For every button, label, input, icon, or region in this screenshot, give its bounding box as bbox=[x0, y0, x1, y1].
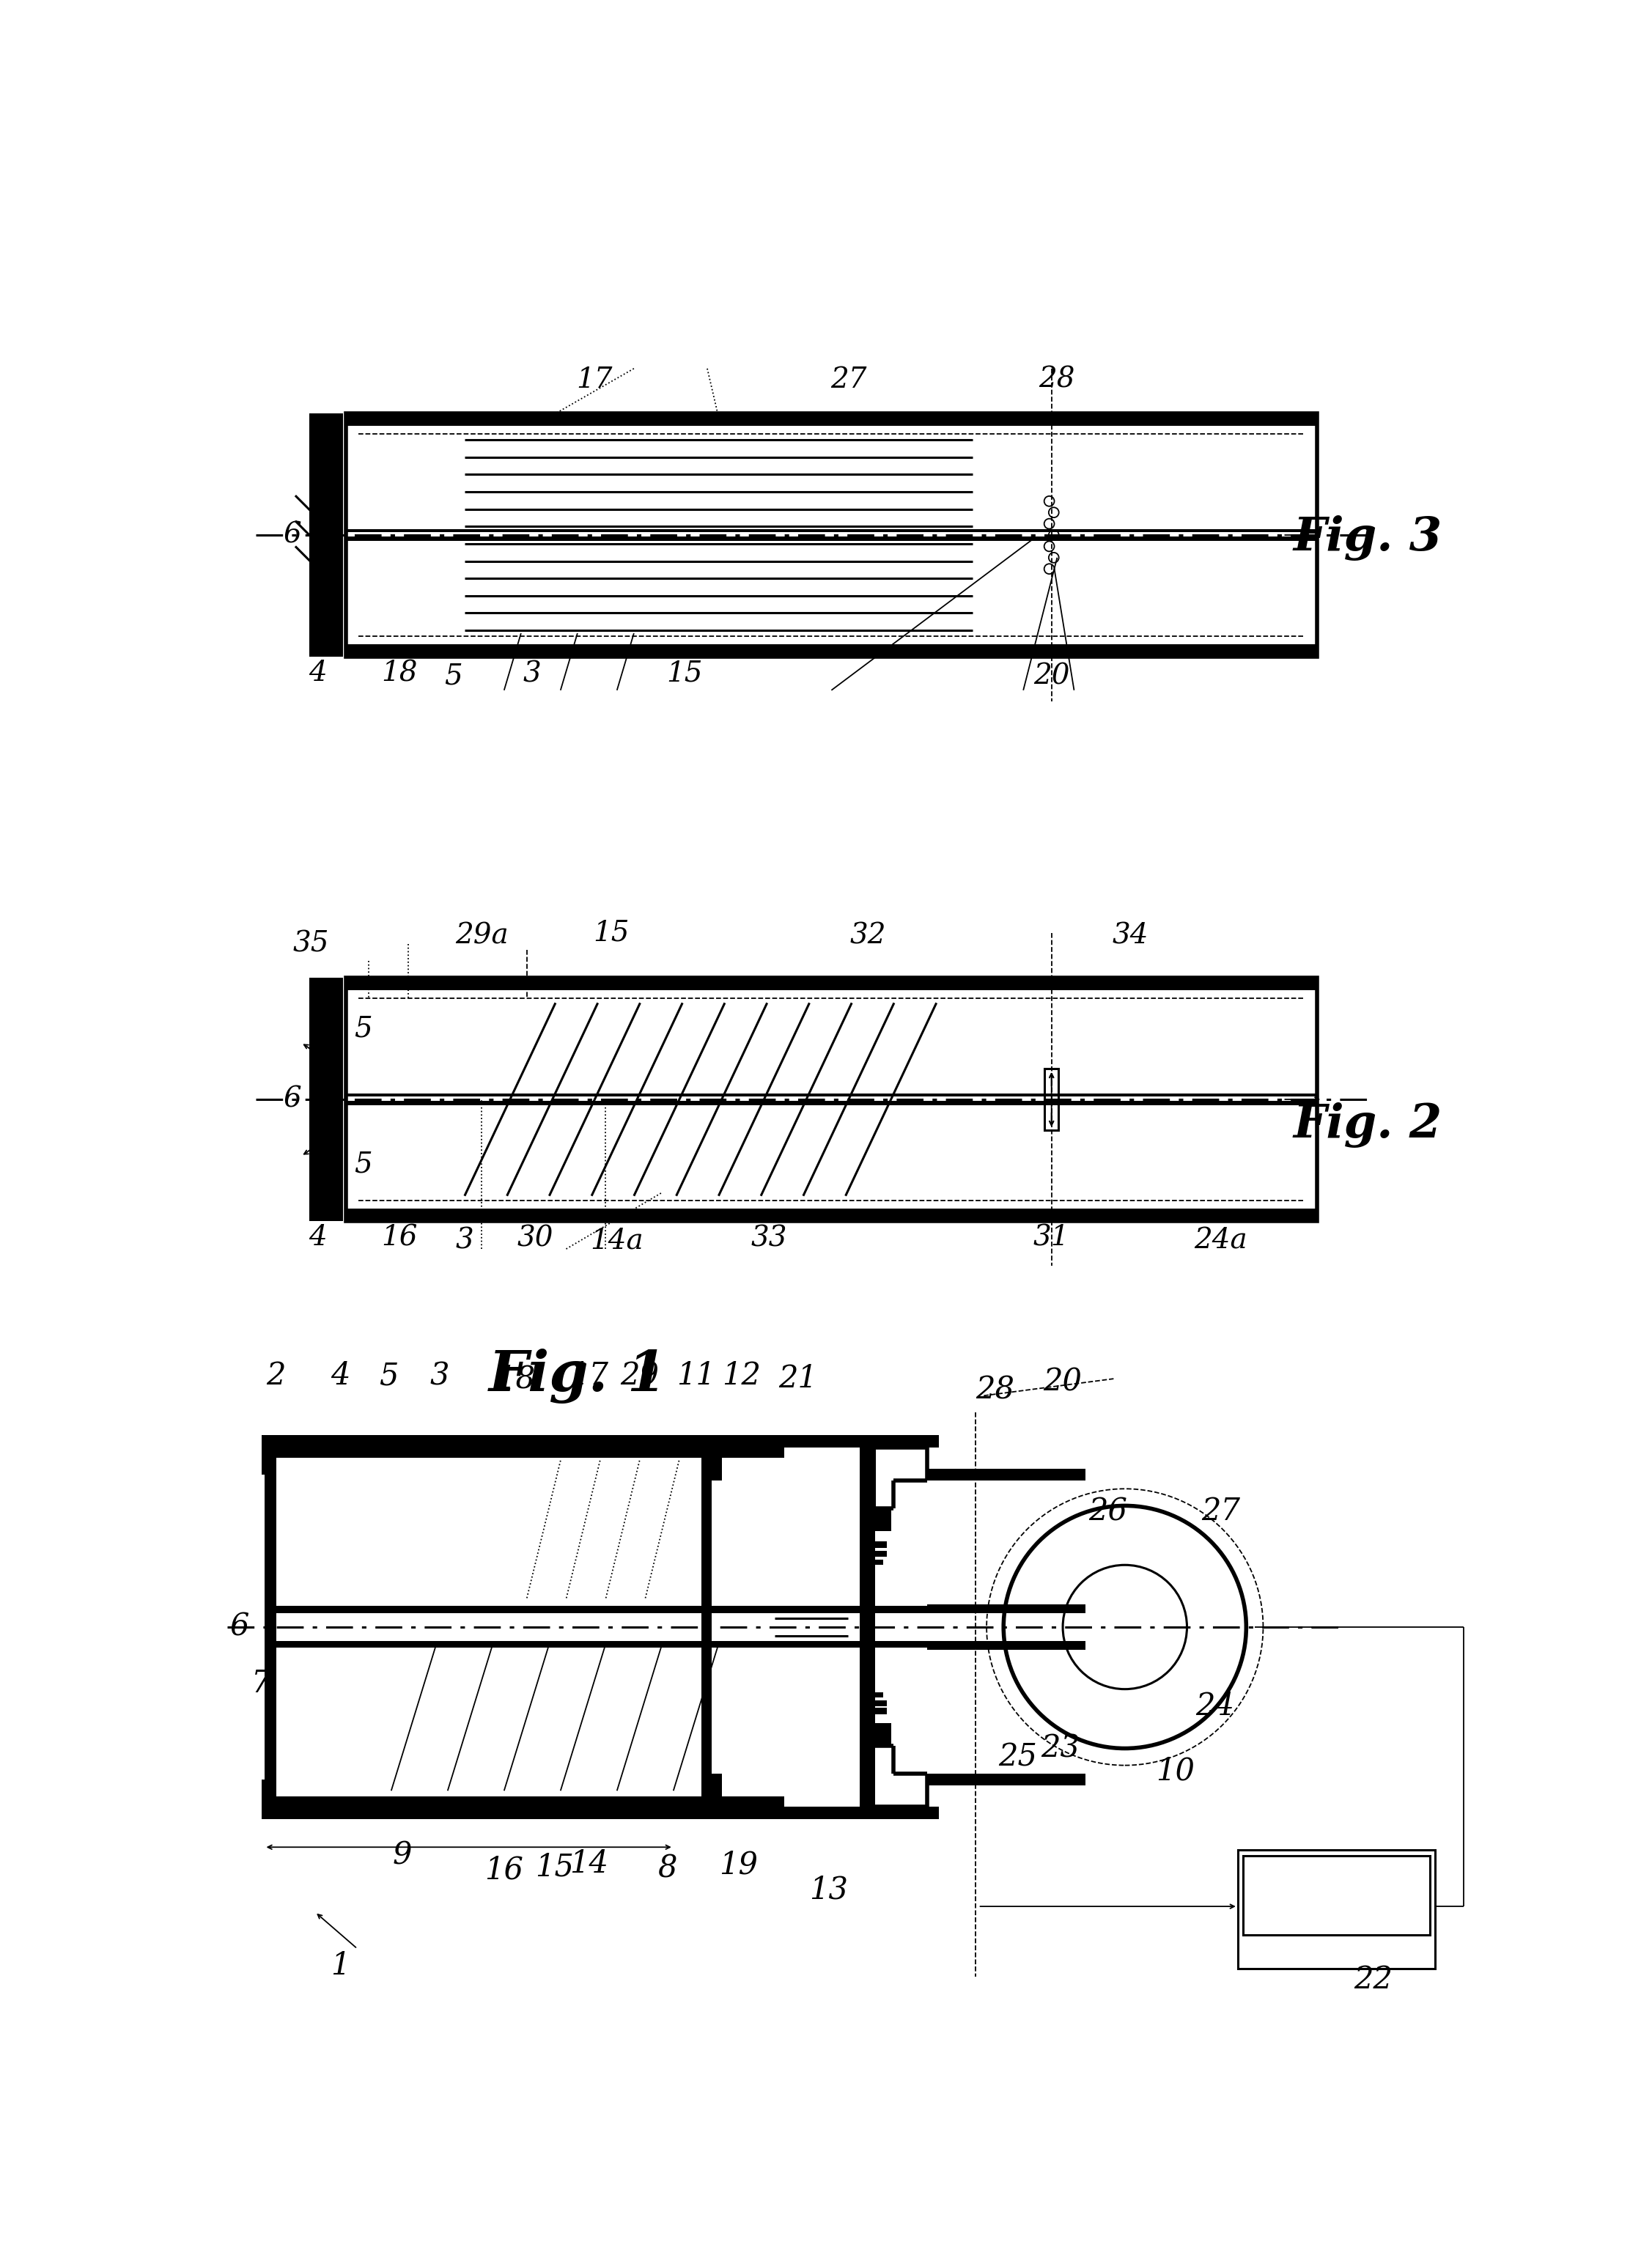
Text: 27: 27 bbox=[831, 367, 867, 394]
Text: 2: 2 bbox=[266, 1361, 286, 1392]
Bar bbox=[927, 1640, 1085, 1649]
Text: Fig. 1: Fig. 1 bbox=[489, 1350, 666, 1404]
Text: 13: 13 bbox=[809, 1874, 847, 1904]
Text: 12: 12 bbox=[722, 1361, 760, 1392]
Text: 6: 6 bbox=[284, 520, 302, 547]
Text: 3: 3 bbox=[524, 660, 542, 687]
Text: 4: 4 bbox=[330, 1361, 350, 1392]
Bar bbox=[345, 415, 1317, 426]
Text: 11: 11 bbox=[677, 1361, 715, 1392]
Text: 28: 28 bbox=[976, 1374, 1014, 1406]
Text: 3: 3 bbox=[456, 1228, 474, 1255]
Text: 16: 16 bbox=[382, 1223, 418, 1250]
Bar bbox=[712, 1773, 722, 1796]
Text: 6: 6 bbox=[230, 1611, 249, 1642]
Bar bbox=[927, 1773, 1085, 1784]
Text: 34: 34 bbox=[1112, 921, 1148, 949]
Bar bbox=[345, 1208, 1317, 1221]
Bar bbox=[345, 978, 1317, 991]
Bar bbox=[276, 1449, 785, 1458]
Bar bbox=[345, 644, 1317, 656]
Text: 4: 4 bbox=[309, 1223, 327, 1250]
Bar bbox=[309, 415, 344, 656]
Text: 31: 31 bbox=[1034, 1223, 1069, 1250]
Text: 30: 30 bbox=[517, 1226, 553, 1253]
Bar bbox=[276, 1640, 1001, 1647]
Text: Fig. 3: Fig. 3 bbox=[1294, 516, 1442, 561]
Bar bbox=[876, 1559, 884, 1566]
Text: 24: 24 bbox=[1196, 1690, 1234, 1721]
Bar bbox=[264, 1435, 276, 1818]
Text: 28: 28 bbox=[1039, 367, 1075, 394]
Bar bbox=[712, 1458, 722, 1480]
Bar bbox=[345, 536, 1317, 541]
Bar bbox=[1244, 1856, 1429, 1935]
Text: 24a: 24a bbox=[1194, 1228, 1247, 1255]
Text: 35: 35 bbox=[292, 930, 329, 958]
Text: 15: 15 bbox=[593, 919, 629, 946]
Text: 18: 18 bbox=[496, 1363, 535, 1395]
Text: 5: 5 bbox=[378, 1361, 398, 1392]
Text: 5: 5 bbox=[354, 1016, 372, 1043]
Text: 23: 23 bbox=[1041, 1733, 1079, 1764]
Text: 17: 17 bbox=[577, 367, 613, 394]
Bar bbox=[859, 1435, 876, 1818]
Bar bbox=[876, 1541, 887, 1548]
Text: 4: 4 bbox=[309, 660, 327, 687]
Text: 19: 19 bbox=[719, 1850, 758, 1881]
Bar bbox=[264, 1435, 938, 1449]
Bar bbox=[927, 1604, 1085, 1613]
Text: 20: 20 bbox=[1034, 662, 1069, 689]
Text: 5: 5 bbox=[354, 1151, 372, 1178]
Text: 29a: 29a bbox=[454, 921, 509, 949]
Text: 22: 22 bbox=[1353, 1965, 1393, 1996]
Text: 27: 27 bbox=[1201, 1496, 1241, 1528]
Text: 16: 16 bbox=[484, 1854, 524, 1886]
Text: 15: 15 bbox=[666, 660, 702, 687]
Bar bbox=[345, 415, 1317, 656]
Text: 17: 17 bbox=[570, 1361, 608, 1392]
Text: 14: 14 bbox=[570, 1850, 608, 1879]
Bar bbox=[345, 978, 1317, 1221]
Bar bbox=[927, 1469, 1085, 1480]
Text: 25: 25 bbox=[998, 1742, 1037, 1773]
Text: 21: 21 bbox=[778, 1363, 818, 1395]
Text: 6: 6 bbox=[284, 1086, 302, 1113]
Bar bbox=[264, 1807, 938, 1818]
Bar bbox=[261, 1780, 273, 1818]
Bar bbox=[876, 1692, 884, 1697]
Bar bbox=[261, 1435, 273, 1476]
Text: Fig. 2: Fig. 2 bbox=[1294, 1102, 1442, 1147]
Text: 1: 1 bbox=[330, 1951, 350, 1980]
Text: 20: 20 bbox=[1044, 1365, 1082, 1397]
Bar bbox=[1237, 1850, 1436, 1969]
Text: 10: 10 bbox=[1156, 1755, 1194, 1787]
Text: 33: 33 bbox=[752, 1226, 788, 1253]
Bar bbox=[345, 1093, 1317, 1097]
Bar bbox=[702, 1458, 712, 1796]
Text: 9: 9 bbox=[393, 1841, 413, 1870]
Bar bbox=[276, 1796, 785, 1807]
Bar bbox=[345, 1099, 1317, 1104]
Bar bbox=[876, 1550, 887, 1557]
Bar bbox=[876, 1510, 890, 1532]
Text: 32: 32 bbox=[851, 921, 885, 949]
Text: 29: 29 bbox=[620, 1361, 659, 1392]
Text: 8: 8 bbox=[657, 1854, 677, 1884]
Text: 14a: 14a bbox=[590, 1228, 644, 1255]
Text: 26: 26 bbox=[1089, 1496, 1127, 1528]
Text: 3: 3 bbox=[430, 1361, 449, 1392]
Bar bbox=[876, 1708, 887, 1715]
Text: 18: 18 bbox=[382, 660, 418, 687]
Bar bbox=[876, 1724, 890, 1744]
Bar bbox=[876, 1701, 887, 1706]
Bar bbox=[345, 529, 1317, 532]
Bar bbox=[1044, 1068, 1059, 1131]
Bar bbox=[309, 978, 344, 1221]
Text: 7: 7 bbox=[251, 1667, 271, 1699]
Text: 5: 5 bbox=[444, 662, 463, 689]
Text: 15: 15 bbox=[535, 1852, 575, 1881]
Bar bbox=[276, 1606, 1001, 1613]
